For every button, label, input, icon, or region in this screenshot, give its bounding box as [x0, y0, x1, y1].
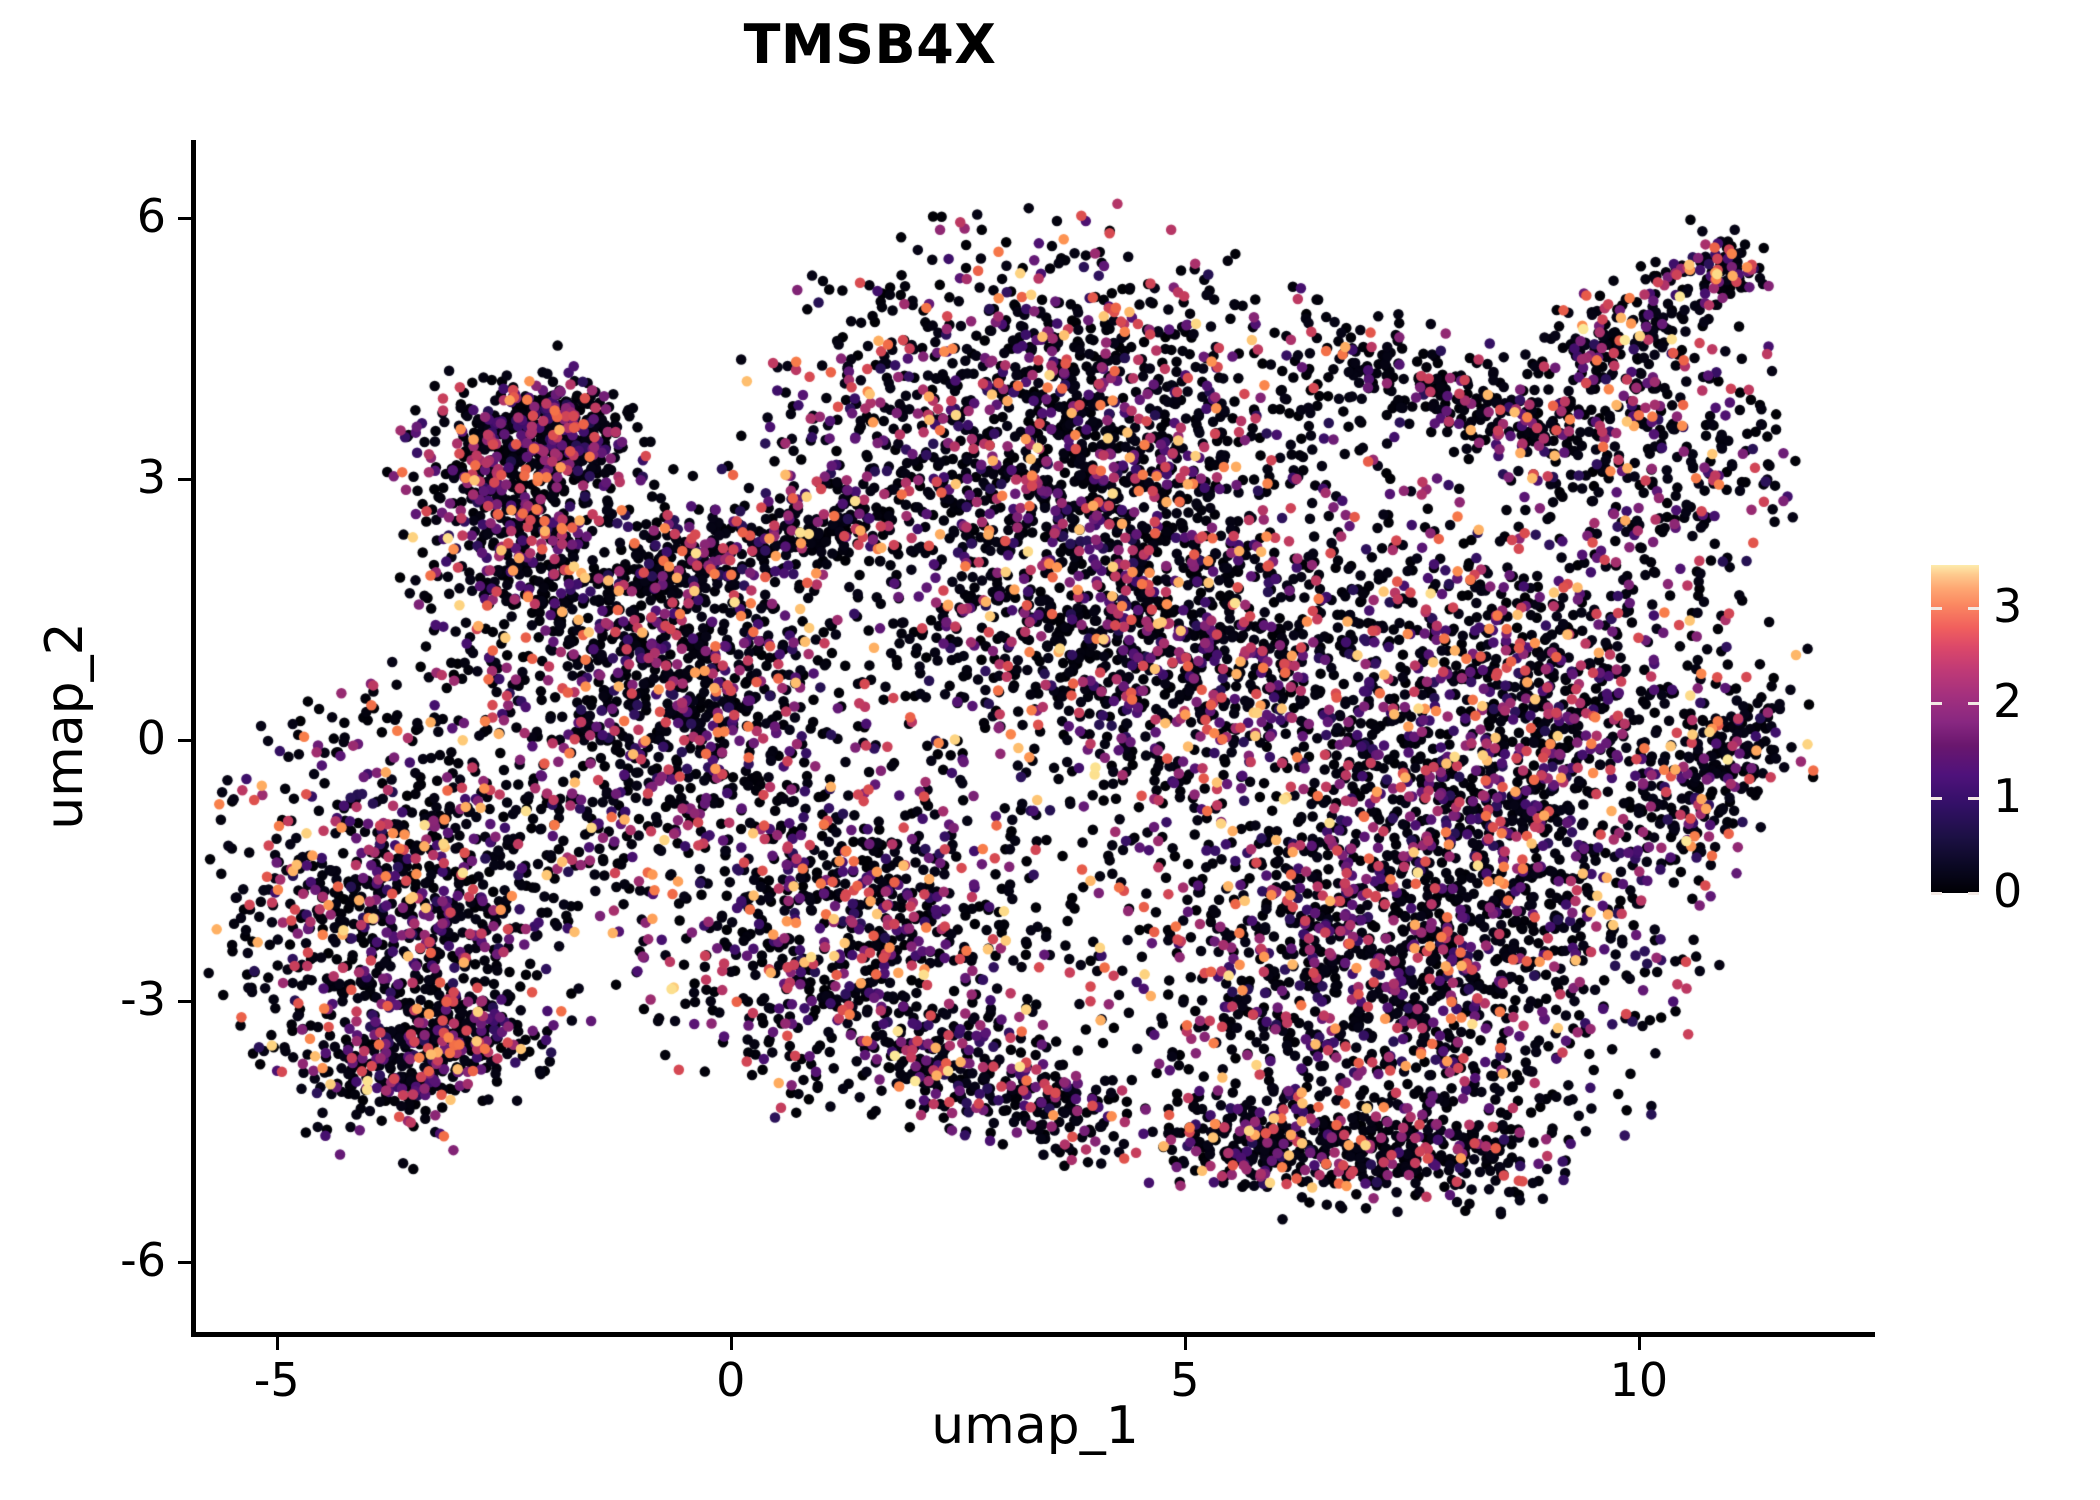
- colorbar: [1931, 565, 1979, 893]
- x-tick-mark: [1183, 1337, 1187, 1350]
- y-axis-spine: [191, 140, 196, 1332]
- y-tick-label: 0: [136, 711, 166, 766]
- y-axis-label: umap_2: [35, 622, 95, 830]
- y-tick-label: 3: [136, 450, 166, 505]
- x-tick-label: 0: [716, 1353, 746, 1407]
- page-title: TMSB4X: [743, 13, 997, 76]
- colorbar-tick-mark: [1968, 892, 1979, 895]
- colorbar-tick-label: 3: [1993, 578, 2023, 633]
- colorbar-tick-label: 2: [1993, 673, 2023, 728]
- y-tick-label: -3: [120, 972, 166, 1027]
- x-tick-label: 5: [1170, 1353, 1200, 1407]
- y-tick-mark: [178, 1000, 191, 1004]
- x-axis-label: umap_1: [931, 1396, 1139, 1456]
- x-tick-label: -5: [253, 1353, 300, 1407]
- colorbar-tick-mark: [1968, 796, 1979, 800]
- x-tick-label: 10: [1609, 1353, 1669, 1407]
- colorbar-tick-mark: [1931, 892, 1942, 895]
- y-tick-mark: [178, 1261, 191, 1265]
- x-tick-mark: [1637, 1337, 1641, 1350]
- y-tick-label: -6: [120, 1233, 166, 1288]
- x-tick-mark: [729, 1337, 733, 1350]
- colorbar-tick-mark: [1968, 701, 1979, 705]
- y-tick-mark: [178, 217, 191, 221]
- colorbar-tick-label: 0: [1993, 864, 2023, 918]
- x-tick-mark: [275, 1337, 279, 1350]
- scatter-plot-canvas: [195, 140, 1875, 1332]
- y-tick-label: 6: [136, 189, 166, 244]
- colorbar-tick-mark: [1931, 796, 1942, 800]
- plot-axes: -5 0 5 10 -6 -3 0 3 6: [120, 140, 1875, 1404]
- y-tick-mark: [178, 478, 191, 482]
- colorbar-tick-label: 1: [1993, 768, 2023, 823]
- x-axis-spine: [191, 1332, 1875, 1337]
- colorbar-tick-mark: [1931, 606, 1942, 610]
- colorbar-tick-mark: [1968, 606, 1979, 610]
- colorbar-tick-mark: [1931, 701, 1942, 705]
- y-tick-mark: [178, 739, 191, 743]
